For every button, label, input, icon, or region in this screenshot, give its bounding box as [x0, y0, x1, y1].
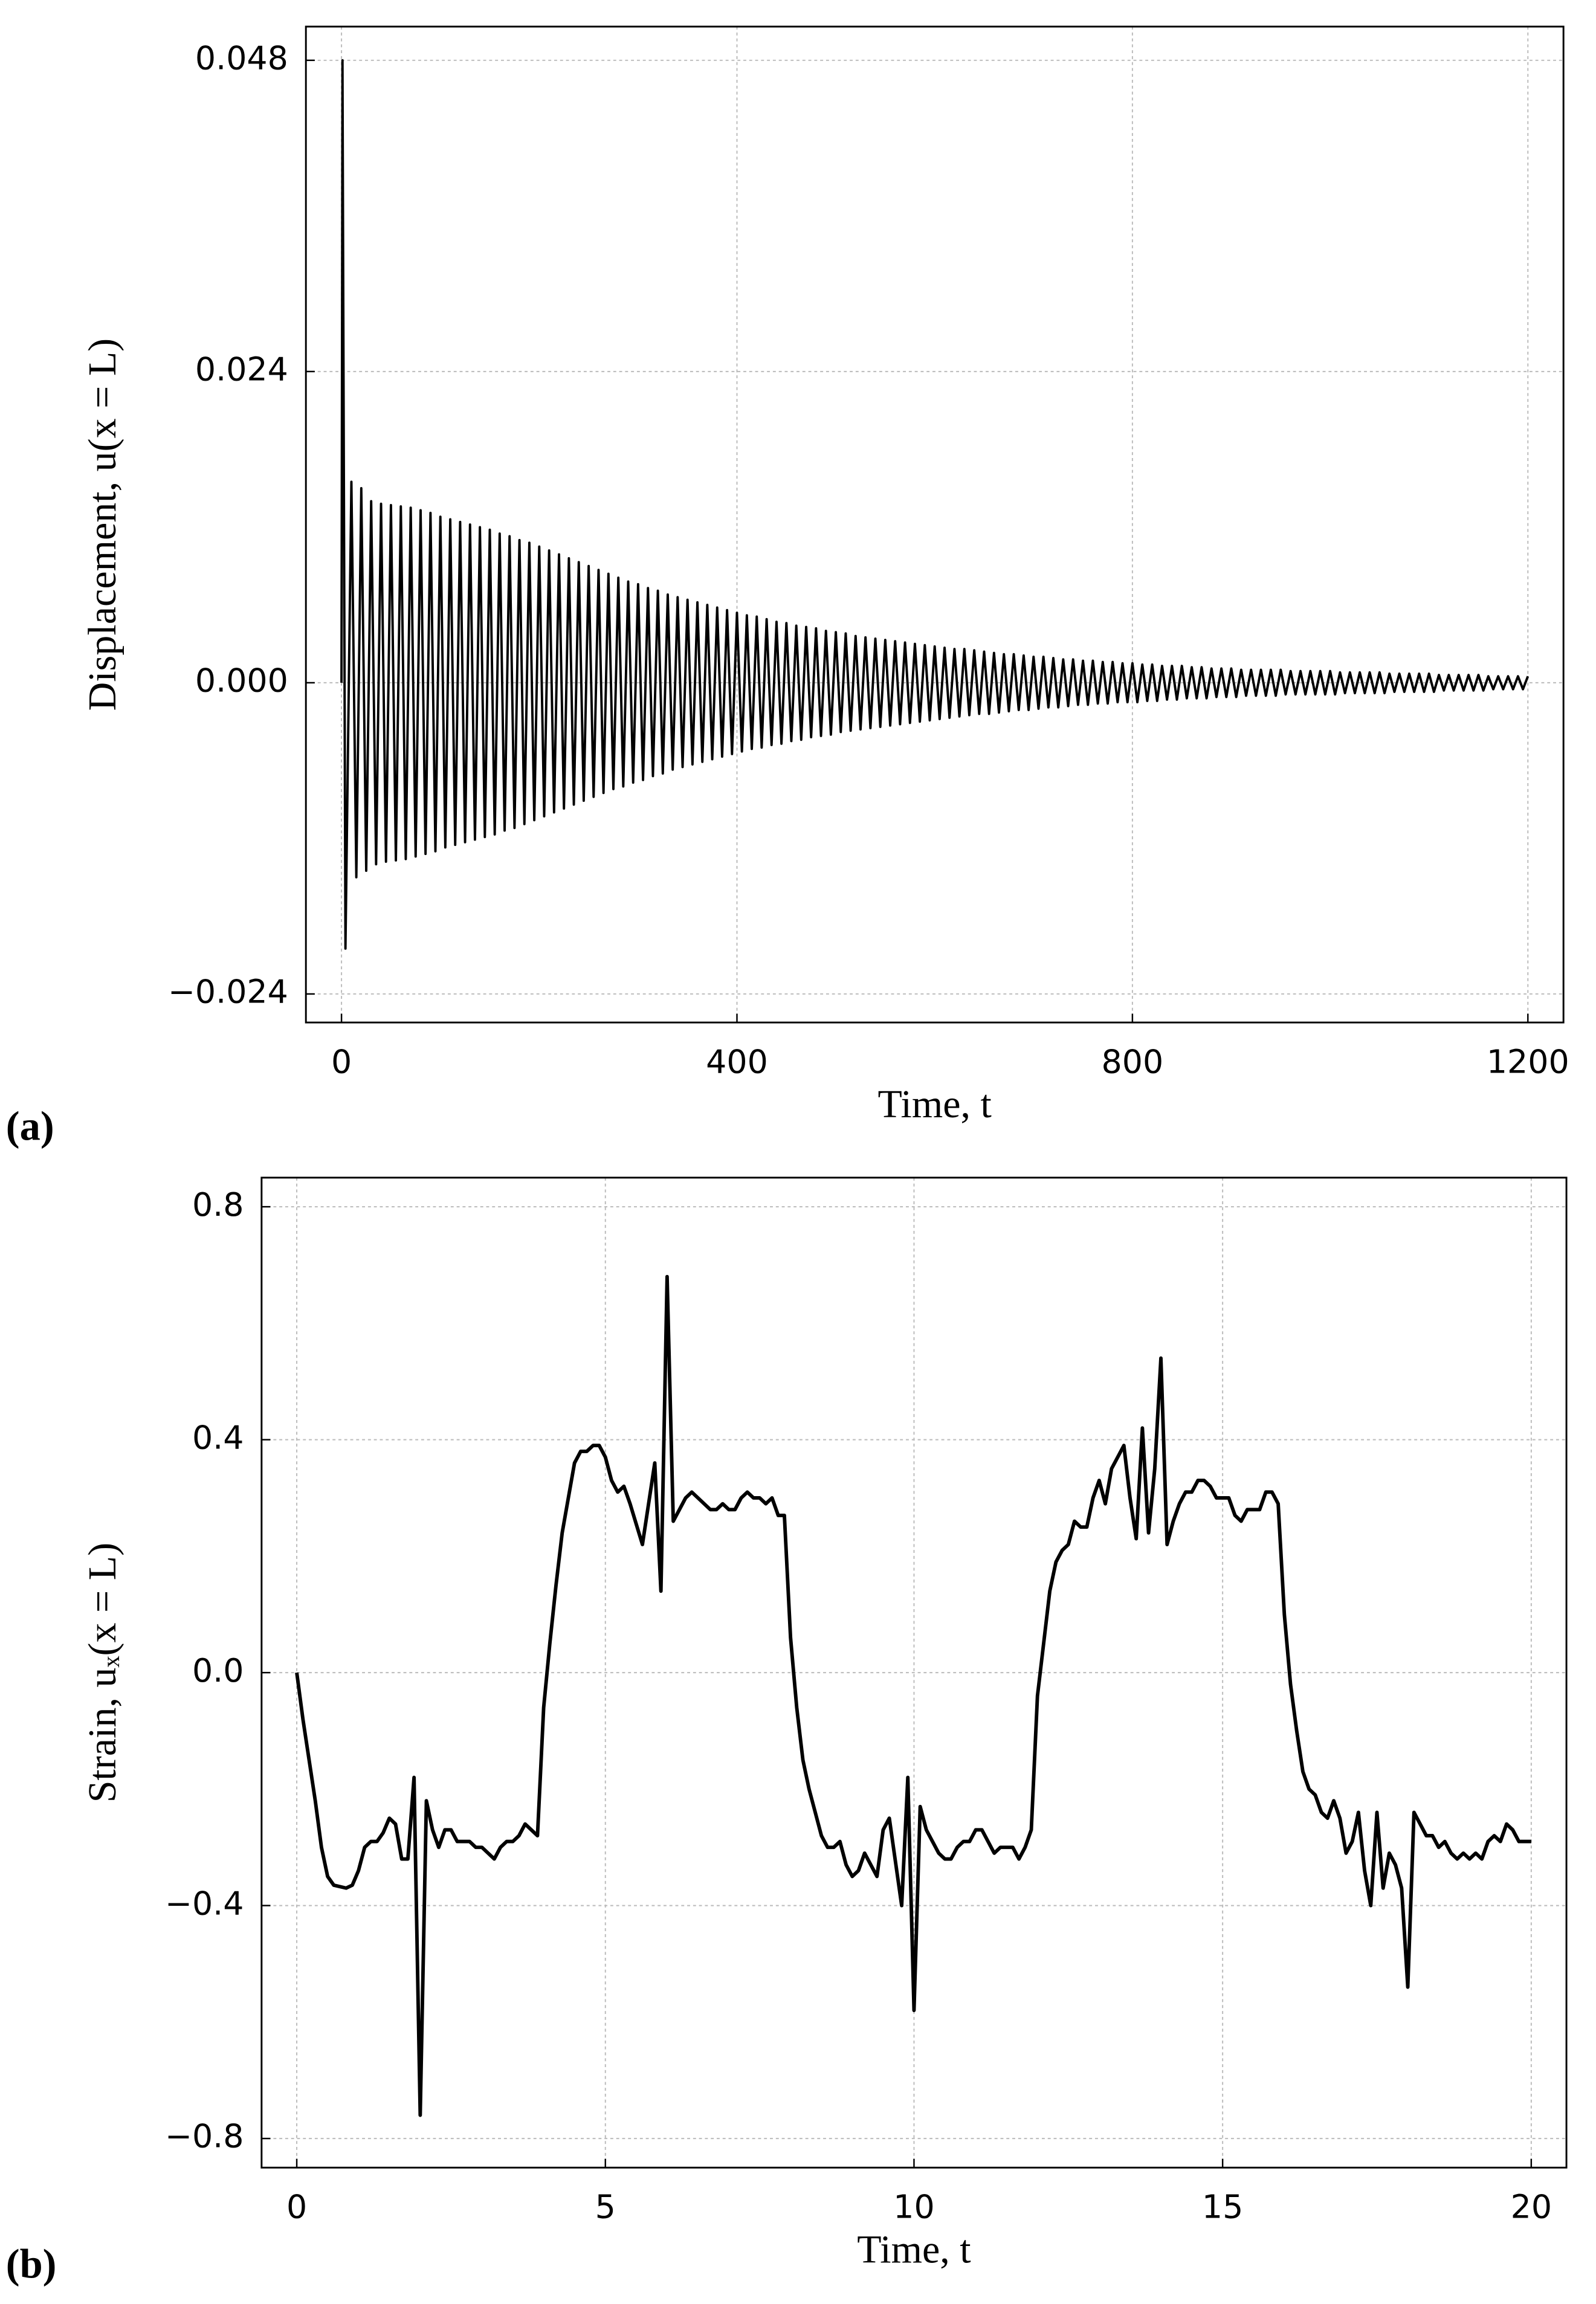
x-tick-label: 0	[331, 1042, 352, 1080]
y-tick-label: 0.4	[192, 1418, 244, 1456]
panel-label: (a)	[6, 1103, 54, 1149]
x-tick-label: 800	[1102, 1042, 1164, 1080]
x-axis-title: Time, t	[857, 2227, 971, 2271]
plot-frame	[260, 1176, 1568, 2169]
plot-frame	[305, 25, 1565, 1024]
x-tick-label: 20	[1511, 2187, 1552, 2225]
y-tick-label: −0.4	[165, 1884, 244, 1922]
y-tick-label: 0.8	[192, 1186, 244, 1224]
x-tick-label: 1200	[1487, 1042, 1569, 1080]
data-line	[295, 1274, 1531, 2117]
panel-label: (b)	[6, 2241, 57, 2286]
y-tick-label: −0.024	[168, 973, 288, 1011]
y-axis-title: Displacement, u(x = L)	[80, 338, 124, 711]
data-line	[340, 59, 1530, 950]
x-tick-label: 400	[706, 1042, 768, 1080]
x-tick-label: 10	[893, 2187, 934, 2225]
y-tick-label: 0.024	[195, 350, 288, 389]
y-axis-title: Strain, uₓ(x = L)	[80, 1543, 124, 1802]
y-tick-label: 0.000	[195, 662, 288, 700]
y-tick-label: 0.048	[195, 39, 288, 77]
x-tick-label: 0	[286, 2187, 307, 2225]
y-tick-label: 0.0	[192, 1651, 244, 1689]
y-tick-label: −0.8	[165, 2117, 244, 2155]
x-axis-title: Time, t	[878, 1082, 992, 1126]
x-tick-label: 5	[595, 2187, 616, 2225]
x-tick-label: 15	[1202, 2187, 1243, 2225]
